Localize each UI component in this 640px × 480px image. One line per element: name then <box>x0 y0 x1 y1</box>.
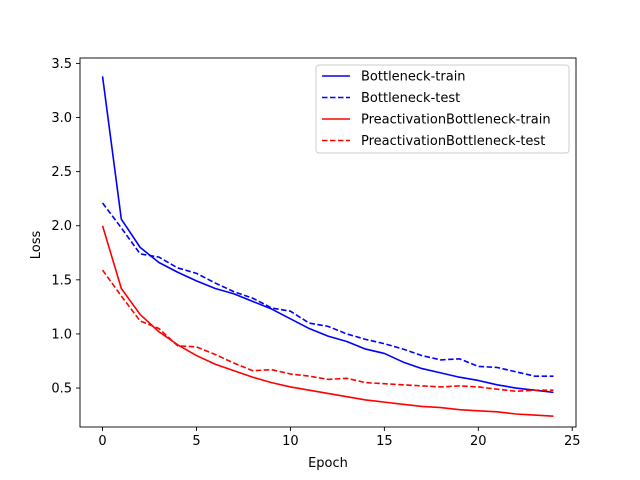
legend-label-4: PreactivationBottleneck-test <box>361 134 545 149</box>
legend-label-1: Bottleneck-train <box>361 70 466 85</box>
legend-label-3: PreactivationBottleneck-train <box>361 113 551 128</box>
legend-box <box>315 64 570 154</box>
x-tick-label: 0 <box>98 434 106 449</box>
series-line-1 <box>101 76 554 394</box>
y-axis-label: Loss <box>29 231 44 260</box>
plot-area <box>101 76 554 417</box>
y-tick-label: 1.5 <box>51 273 72 288</box>
axes: 0 5 10 15 20 25 0.5 1.0 1.5 2.0 2.5 3.0 3.5 <box>51 57 580 449</box>
x-tick-label: 5 <box>192 434 200 449</box>
y-tick-label: 2.5 <box>51 165 72 180</box>
legend: Bottleneck-train Bottleneck-test Preactiva… <box>315 64 570 154</box>
series-line-2 <box>101 202 554 377</box>
y-tick-label: 0.5 <box>51 382 72 397</box>
legend-label-2: Bottleneck-test <box>361 91 460 106</box>
x-tick-label: 10 <box>282 434 299 449</box>
y-tick-label: 2.0 <box>51 219 72 234</box>
axes-frame <box>79 57 577 428</box>
series-line-4 <box>101 269 554 393</box>
x-tick-label: 25 <box>564 434 581 449</box>
y-tick-label: 3.0 <box>51 111 72 126</box>
x-tick-label: 20 <box>470 434 487 449</box>
y-tick-label: 3.5 <box>51 57 72 72</box>
y-tick-label: 1.0 <box>51 327 72 342</box>
x-tick-label: 15 <box>376 434 393 449</box>
x-axis-label: Epoch <box>308 456 348 471</box>
